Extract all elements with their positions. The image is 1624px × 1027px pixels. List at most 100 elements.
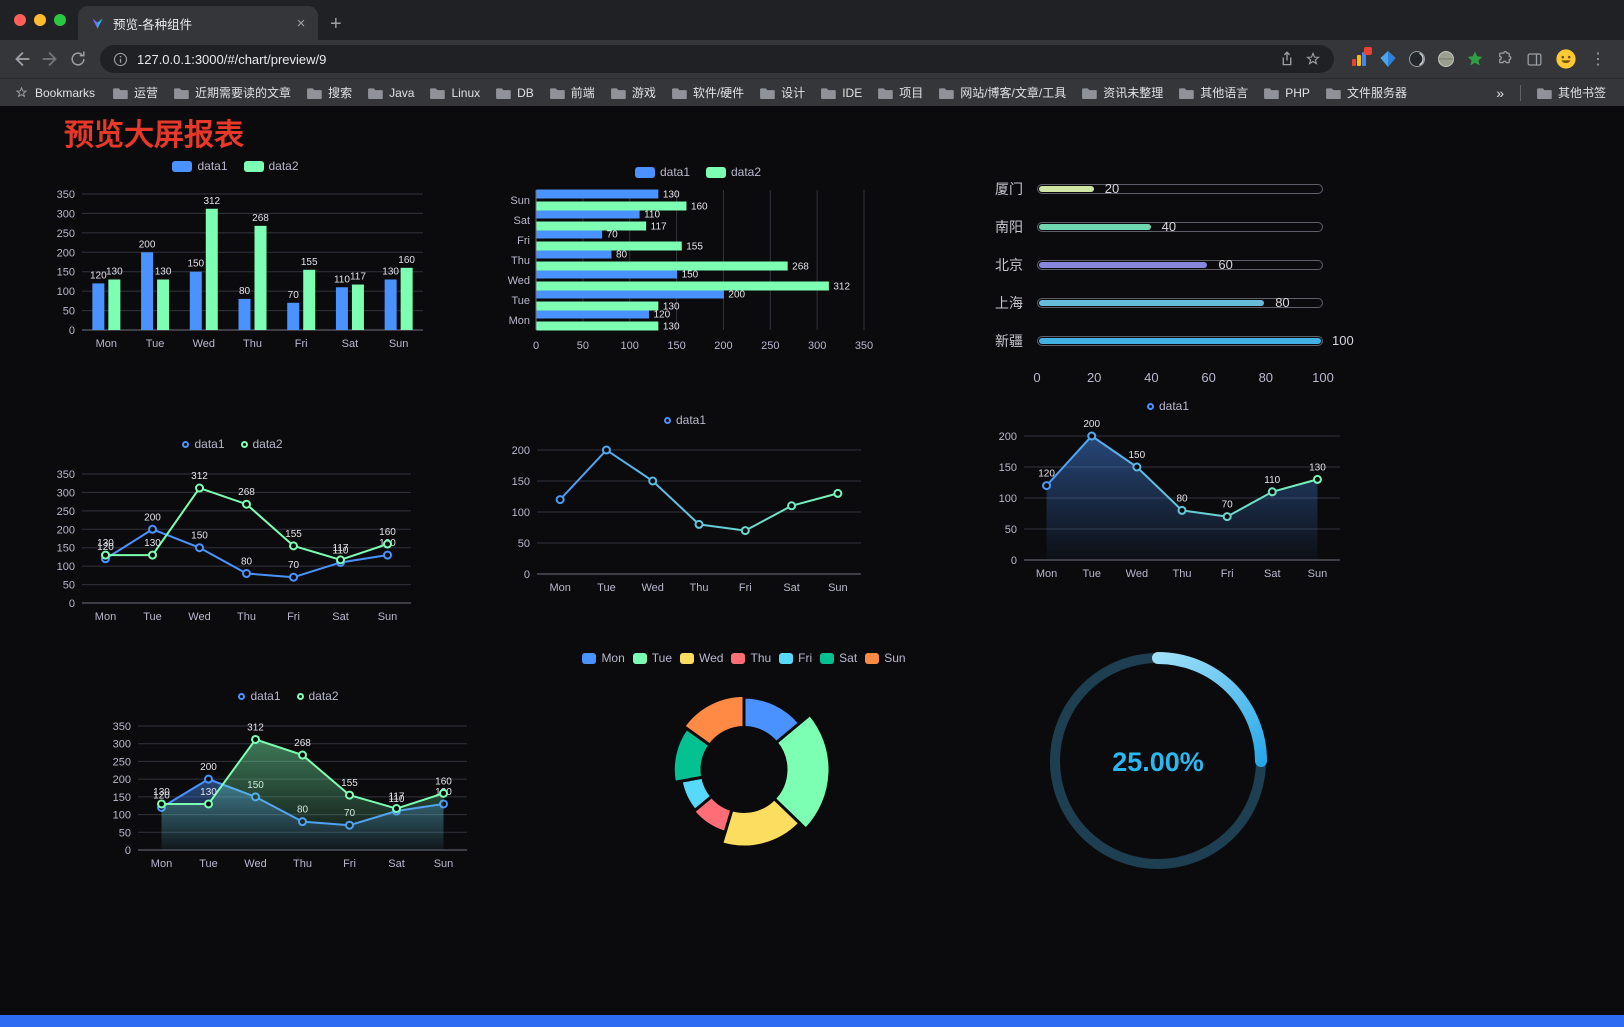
extension-icon-kite[interactable] bbox=[1379, 50, 1397, 68]
bookmark-item[interactable]: 设计 bbox=[752, 81, 813, 104]
svg-text:Wed: Wed bbox=[508, 275, 530, 287]
legend-item-data1[interactable]: data1 bbox=[182, 437, 225, 451]
svg-text:130: 130 bbox=[382, 266, 399, 277]
svg-text:200: 200 bbox=[139, 239, 156, 250]
side-panel-button[interactable] bbox=[1525, 50, 1544, 69]
extension-icon-stats[interactable] bbox=[1350, 47, 1372, 68]
extensions-area: ⋮ bbox=[1342, 47, 1616, 70]
window-controls bbox=[14, 14, 66, 26]
legend-marker bbox=[634, 166, 655, 178]
forward-button[interactable] bbox=[36, 45, 64, 73]
legend-item-data1[interactable]: data1 bbox=[663, 413, 706, 427]
legend-item-data1[interactable]: data1 bbox=[172, 159, 228, 173]
legend-item-data2[interactable]: data2 bbox=[706, 165, 761, 179]
svg-text:150: 150 bbox=[57, 543, 75, 555]
new-tab-button[interactable]: + bbox=[330, 13, 342, 35]
legend-label: Sat bbox=[839, 651, 858, 665]
bookmark-item[interactable]: 游戏 bbox=[603, 81, 664, 104]
legend-item-data1[interactable]: data1 bbox=[634, 165, 690, 179]
svg-text:130: 130 bbox=[1309, 462, 1326, 473]
svg-text:110: 110 bbox=[389, 794, 405, 805]
folder-icon bbox=[1326, 88, 1341, 99]
bookmark-item[interactable]: 网站/博客/文章/工具 bbox=[931, 81, 1074, 104]
tab-close-icon[interactable]: × bbox=[296, 14, 306, 32]
svg-text:Thu: Thu bbox=[1173, 568, 1192, 580]
zoom-window-button[interactable] bbox=[54, 14, 66, 26]
svg-text:200: 200 bbox=[144, 512, 161, 523]
svg-text:300: 300 bbox=[113, 739, 131, 751]
bookmark-item[interactable]: DB bbox=[488, 83, 542, 103]
extension-icon-ball[interactable] bbox=[1437, 50, 1455, 68]
legend-item-Mon[interactable]: Mon bbox=[582, 651, 625, 665]
bookmark-item[interactable]: 软件/硬件 bbox=[664, 81, 752, 104]
bookmark-star-icon[interactable] bbox=[1304, 50, 1322, 68]
browser-tab[interactable]: 预览-各种组件 × bbox=[78, 6, 318, 40]
svg-text:0: 0 bbox=[69, 325, 75, 337]
svg-text:50: 50 bbox=[1005, 524, 1017, 536]
profile-avatar[interactable] bbox=[1555, 48, 1577, 70]
bookmark-item[interactable]: 运营 bbox=[105, 81, 166, 104]
svg-text:268: 268 bbox=[238, 487, 255, 498]
svg-text:120: 120 bbox=[90, 270, 107, 281]
address-bar[interactable]: 127.0.0.1:3000/#/chart/preview/9 bbox=[100, 45, 1334, 73]
bookmark-item[interactable]: Linux bbox=[422, 83, 488, 103]
progress-fill bbox=[1039, 338, 1321, 344]
line-single-canvas: 0 50 100 150 200 Mon Tue Wed Thu Fri Sat Sun bbox=[512, 445, 861, 594]
extension-icon-star[interactable] bbox=[1466, 50, 1484, 68]
bookmarks-overflow-button[interactable]: » bbox=[1496, 84, 1504, 101]
svg-text:Wed: Wed bbox=[642, 582, 664, 594]
bookmark-item[interactable]: IDE bbox=[813, 83, 870, 103]
reload-button[interactable] bbox=[64, 45, 92, 73]
progress-track: 80 bbox=[1037, 295, 1323, 310]
kite-icon bbox=[1380, 51, 1396, 67]
back-button[interactable] bbox=[8, 45, 36, 73]
bookmark-item[interactable]: 资讯未整理 bbox=[1074, 81, 1171, 104]
svg-text:200: 200 bbox=[728, 290, 745, 301]
svg-text:Sun: Sun bbox=[434, 858, 454, 870]
url-text[interactable]: 127.0.0.1:3000/#/chart/preview/9 bbox=[137, 51, 327, 67]
gauge-chart: 25.00% bbox=[1043, 646, 1273, 876]
bookmark-item[interactable]: 近期需要读的文章 bbox=[166, 81, 299, 104]
legend-marker bbox=[582, 652, 597, 664]
legend-item-Sat[interactable]: Sat bbox=[820, 651, 857, 665]
folder-icon bbox=[174, 88, 189, 99]
bookmark-item[interactable]: 其他语言 bbox=[1171, 81, 1256, 104]
bookmark-item[interactable]: 文件服务器 bbox=[1318, 81, 1415, 104]
progress-bar-chart: 厦门 20 南阳 40 北京 60 上海 80 新疆 100 0 20 40 60 80 100 bbox=[995, 166, 1367, 385]
bookmarks-manager[interactable]: Bookmarks bbox=[10, 85, 105, 100]
svg-text:100: 100 bbox=[621, 340, 639, 352]
legend-item-Thu[interactable]: Thu bbox=[731, 651, 771, 665]
legend-item-Sun[interactable]: Sun bbox=[865, 651, 906, 665]
legend-item-data2[interactable]: data2 bbox=[243, 159, 299, 173]
svg-text:100: 100 bbox=[113, 810, 131, 822]
legend-item-Wed[interactable]: Wed bbox=[680, 651, 723, 665]
svg-text:117: 117 bbox=[350, 272, 366, 283]
minimize-window-button[interactable] bbox=[34, 14, 46, 26]
svg-text:150: 150 bbox=[187, 259, 204, 270]
browser-menu-button[interactable]: ⋮ bbox=[1590, 51, 1606, 68]
axis-tick: 40 bbox=[1144, 370, 1159, 385]
bookmark-item[interactable]: Java bbox=[360, 83, 422, 103]
extension-icon-moon[interactable] bbox=[1408, 50, 1426, 68]
svg-text:Tue: Tue bbox=[511, 295, 530, 307]
close-window-button[interactable] bbox=[14, 14, 26, 26]
bookmark-item[interactable]: 项目 bbox=[870, 81, 931, 104]
legend-item-data2[interactable]: data2 bbox=[296, 689, 339, 703]
legend-item-data2[interactable]: data2 bbox=[240, 437, 283, 451]
legend-item-Tue[interactable]: Tue bbox=[632, 651, 672, 665]
bookmark-item[interactable]: 搜索 bbox=[299, 81, 360, 104]
area-two-series-canvas: 0 50 100 150 200 250 300 350 Mon Tue Wed Thu Fri Sat S… bbox=[113, 721, 467, 870]
legend-item-data1[interactable]: data1 bbox=[238, 689, 281, 703]
extensions-puzzle-button[interactable] bbox=[1495, 50, 1514, 69]
bookmark-item[interactable]: 前端 bbox=[542, 81, 603, 104]
bookmark-item[interactable]: PHP bbox=[1256, 83, 1318, 103]
site-info-icon[interactable] bbox=[112, 51, 129, 68]
legend-item-data1[interactable]: data1 bbox=[1146, 399, 1189, 413]
reload-icon bbox=[71, 51, 85, 66]
svg-text:150: 150 bbox=[113, 792, 131, 804]
legend-marker bbox=[706, 166, 726, 178]
legend-item-Fri[interactable]: Fri bbox=[779, 651, 812, 665]
other-bookmarks-button[interactable]: 其他书签 bbox=[1529, 81, 1614, 104]
svg-text:Thu: Thu bbox=[690, 582, 709, 594]
share-icon[interactable] bbox=[1278, 50, 1296, 68]
